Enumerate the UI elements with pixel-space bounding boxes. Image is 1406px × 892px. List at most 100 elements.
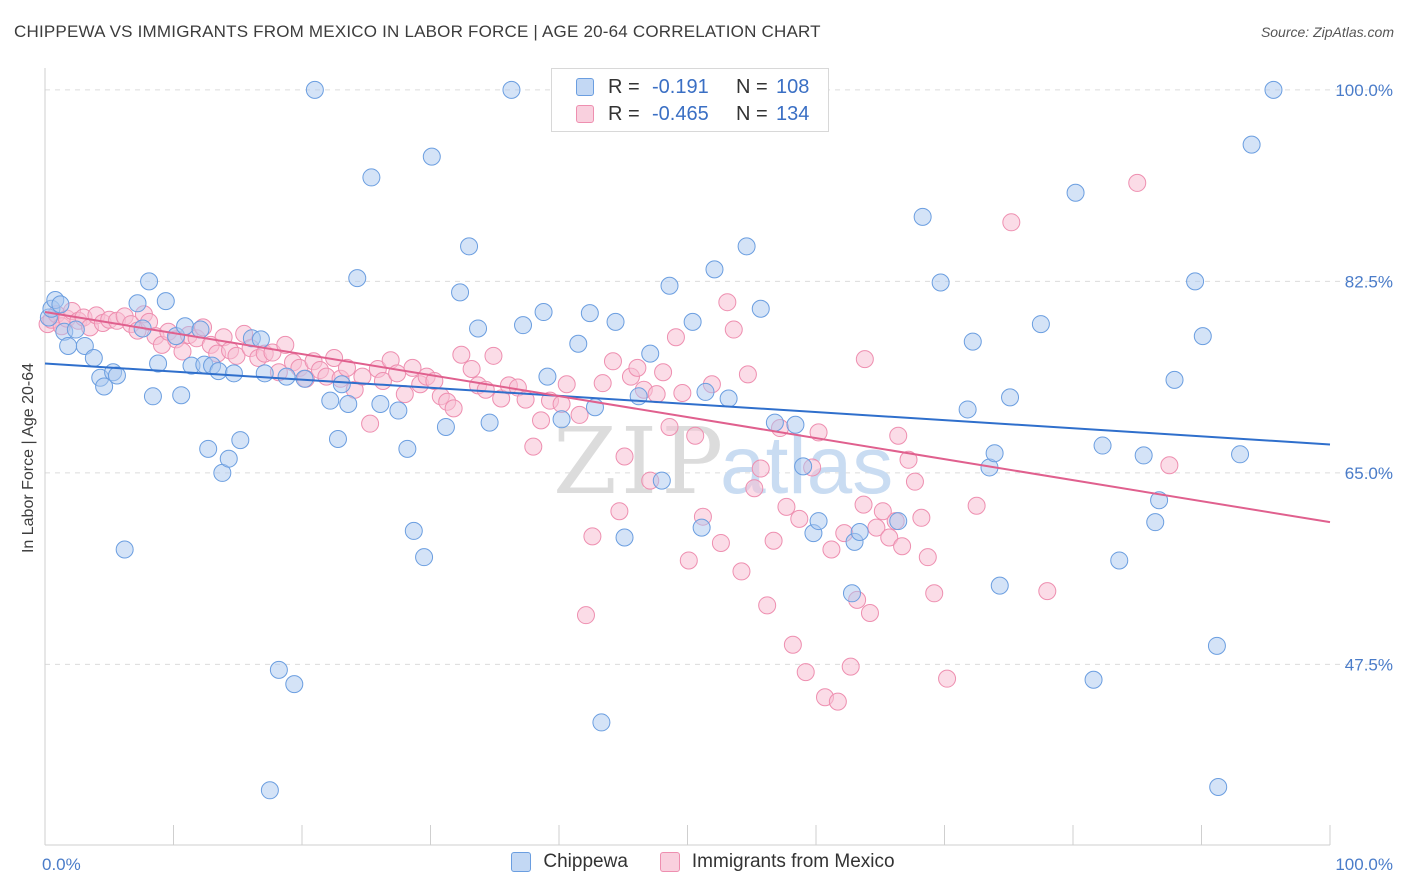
point-mexico	[557, 375, 576, 394]
series-chippewa	[39, 80, 1283, 800]
point-chippewa	[696, 382, 715, 401]
trend-lines	[44, 311, 1331, 524]
point-chippewa	[328, 429, 347, 448]
legend-row-mexico: R = -0.465 N = 134	[576, 102, 809, 126]
point-mexico	[745, 479, 764, 498]
y-axis-label: In Labor Force | Age 20-64	[20, 363, 37, 553]
point-chippewa	[321, 391, 340, 410]
point-chippewa	[339, 394, 358, 413]
point-chippewa	[660, 276, 679, 295]
point-mexico	[452, 345, 471, 364]
point-chippewa	[514, 316, 533, 335]
point-mexico	[462, 359, 481, 378]
point-chippewa	[580, 304, 599, 323]
point-mexico	[790, 509, 809, 528]
point-chippewa	[652, 471, 671, 490]
point-mexico	[628, 358, 647, 377]
point-mexico	[276, 335, 295, 354]
point-mexico	[673, 384, 692, 403]
point-chippewa	[362, 168, 381, 187]
point-chippewa	[1242, 135, 1261, 154]
trend-line-chippewa	[44, 362, 1331, 446]
point-chippewa	[66, 320, 85, 339]
point-chippewa	[786, 415, 805, 434]
point-mexico	[1160, 456, 1179, 475]
watermark-zip: ZIP	[553, 408, 727, 515]
point-chippewa	[1084, 670, 1103, 689]
point-chippewa	[606, 312, 625, 331]
legend-label-chippewa: Chippewa	[543, 851, 628, 872]
point-chippewa	[199, 439, 218, 458]
y-tick-label: 82.5%	[1345, 272, 1393, 291]
point-chippewa	[156, 292, 175, 311]
point-chippewa	[1209, 777, 1228, 796]
point-mexico	[873, 502, 892, 521]
stats-legend: R = -0.191 N = 108 R = -0.465 N = 134	[551, 68, 829, 132]
point-mexico	[1128, 173, 1147, 192]
point-chippewa	[692, 518, 711, 537]
point-mexico	[532, 411, 551, 430]
point-chippewa	[990, 576, 1009, 595]
point-chippewa	[683, 312, 702, 331]
point-chippewa	[963, 332, 982, 351]
point-chippewa	[172, 386, 191, 405]
point-mexico	[967, 496, 986, 515]
point-mexico	[444, 399, 463, 418]
point-chippewa	[765, 413, 784, 432]
point-mexico	[860, 603, 879, 622]
point-mexico	[583, 527, 602, 546]
legend-row-chippewa: R = -0.191 N = 108	[576, 75, 809, 99]
point-mexico	[593, 374, 612, 393]
point-mexico	[337, 358, 356, 377]
point-mexico	[576, 606, 595, 625]
point-chippewa	[889, 512, 908, 531]
legend-r-value: -0.191	[652, 75, 709, 98]
point-chippewa	[305, 80, 324, 99]
point-chippewa	[569, 334, 588, 353]
point-mexico	[764, 531, 783, 550]
point-chippewa	[260, 781, 279, 800]
point-mexico	[1002, 213, 1021, 232]
point-chippewa	[480, 413, 499, 432]
point-chippewa	[219, 449, 238, 468]
point-chippewa	[451, 283, 470, 302]
point-chippewa	[84, 349, 103, 368]
point-chippewa	[641, 344, 660, 363]
point-chippewa	[1146, 513, 1165, 532]
point-chippewa	[592, 713, 611, 732]
point-mexico	[854, 495, 873, 514]
legend-swatch-mexico	[576, 105, 594, 123]
point-chippewa	[469, 319, 488, 338]
point-chippewa	[398, 439, 417, 458]
point-chippewa	[719, 389, 738, 408]
point-chippewa	[1150, 491, 1169, 510]
point-chippewa	[348, 269, 367, 288]
point-mexico	[666, 328, 685, 347]
point-mexico	[686, 426, 705, 445]
point-mexico	[738, 365, 757, 384]
legend-r-label: R =	[608, 75, 640, 98]
point-mexico	[484, 346, 503, 365]
point-chippewa	[75, 336, 94, 355]
legend-n-value: 108	[776, 75, 810, 98]
point-mexico	[912, 508, 931, 527]
point-chippewa	[1134, 446, 1153, 465]
source-credit: Source: ZipAtlas.com	[1260, 24, 1394, 40]
legend-swatch-mexico	[659, 852, 680, 872]
chart-title: CHIPPEWA VS IMMIGRANTS FROM MEXICO IN LA…	[14, 22, 821, 41]
point-mexico	[660, 417, 679, 436]
point-chippewa	[128, 294, 147, 313]
point-chippewa	[985, 444, 1004, 463]
point-chippewa	[737, 237, 756, 256]
point-chippewa	[1186, 272, 1205, 291]
y-tick-label: 65.0%	[1345, 464, 1393, 483]
point-chippewa	[552, 410, 571, 429]
point-mexico	[724, 320, 743, 339]
point-chippewa	[913, 207, 932, 226]
point-chippewa	[1066, 183, 1085, 202]
legend-item-chippewa: Chippewa	[511, 851, 628, 873]
point-mexico	[173, 342, 192, 361]
point-chippewa	[255, 364, 274, 383]
x-tick-label: 100.0%	[1335, 855, 1393, 874]
watermark: ZIP atlas	[553, 408, 893, 515]
